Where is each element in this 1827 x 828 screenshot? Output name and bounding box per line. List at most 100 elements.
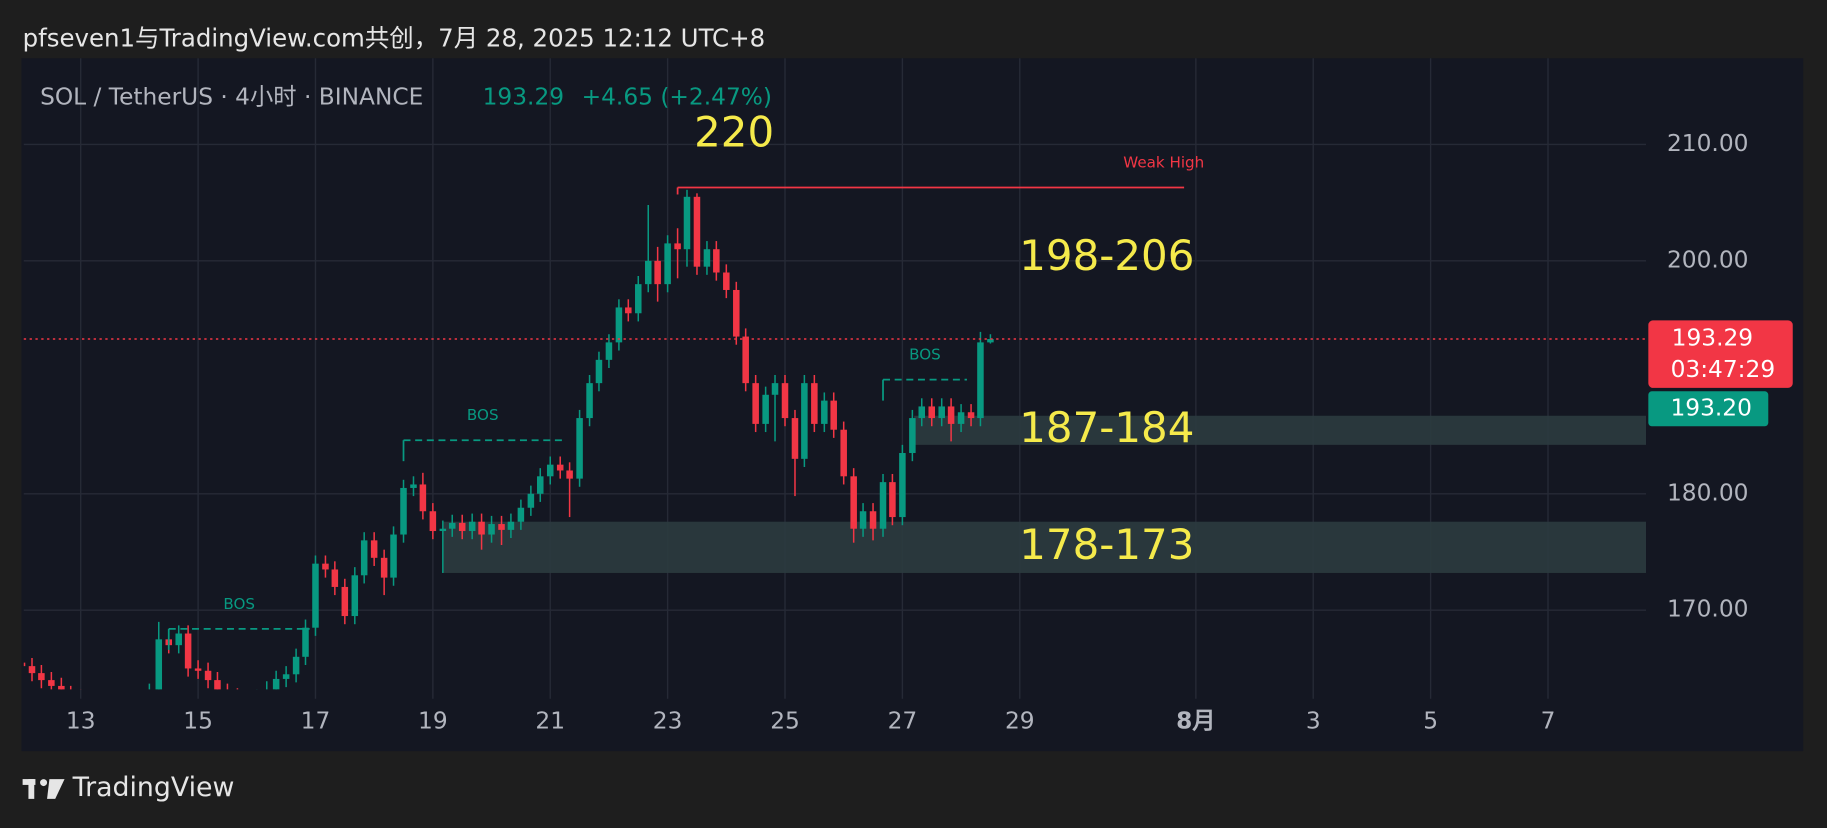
annotation: 198-206 (1019, 231, 1194, 280)
candle-body (448, 522, 456, 529)
x-tick-label: 8月 (1176, 708, 1215, 735)
x-tick-label: 21 (535, 708, 565, 735)
candle-body (155, 639, 163, 690)
x-tick-label: 17 (301, 708, 331, 735)
candle-body (214, 680, 221, 690)
candle-body (595, 359, 603, 384)
zone (442, 521, 1647, 573)
candle-body (48, 680, 55, 686)
header-title: pfseven1与TradingView.com共创，7月 28, 2025 1… (23, 24, 766, 53)
second-price-label: 193.20 (1670, 394, 1751, 421)
candle-body (850, 476, 857, 529)
y-tick-label: 210.00 (1667, 130, 1748, 157)
candle-body (791, 418, 799, 459)
candle-body (957, 412, 965, 424)
countdown: 03:47:29 (1671, 356, 1776, 383)
candle-body (664, 243, 671, 285)
candle-body (351, 575, 359, 617)
candle-body (204, 670, 212, 681)
zone (914, 415, 1647, 445)
x-tick-label: 23 (653, 708, 683, 735)
candle-body (693, 196, 701, 267)
x-tick-label: 19 (418, 708, 448, 735)
candle-body (869, 511, 877, 529)
x-tick-label: 3 (1306, 708, 1321, 735)
candle-body (889, 482, 896, 518)
candle-body (23, 662, 26, 667)
candle-body (380, 557, 388, 578)
candle-body (723, 272, 730, 290)
candle-body (458, 522, 466, 532)
candle-body (859, 511, 867, 529)
x-tick-label: 13 (66, 708, 96, 735)
x-tick-label: 25 (770, 708, 800, 735)
candle-body (821, 400, 828, 424)
bos-label: BOS (909, 346, 941, 364)
candle-body (752, 383, 759, 424)
y-tick-label: 200.00 (1667, 246, 1748, 273)
candle-body (586, 383, 593, 419)
candle-body (918, 406, 926, 419)
candle-body (302, 627, 309, 657)
candle-body (899, 453, 906, 518)
second-price-box (1648, 391, 1769, 427)
candle-body (781, 383, 789, 419)
candle-body (977, 342, 984, 419)
x-tick-label: 7 (1541, 708, 1556, 735)
candle-body (840, 429, 847, 477)
candle-body (674, 243, 681, 250)
candle-body (507, 521, 515, 530)
candle-body (370, 540, 378, 558)
zone-label: 187-184 (1019, 403, 1194, 452)
symbol: SOL / TetherUS · 4小时 · BINANCE (40, 83, 423, 110)
price-label: 193.29 (1672, 325, 1753, 352)
candle-body (419, 484, 427, 512)
candle-body (644, 260, 652, 285)
candle-body (879, 482, 887, 529)
candle-body (498, 524, 505, 530)
candle-body (762, 394, 769, 424)
candle-body (605, 342, 613, 360)
candle-body (410, 484, 417, 488)
candle-body (987, 339, 994, 343)
x-tick-label: 5 (1423, 708, 1438, 735)
candle-body (546, 464, 554, 477)
logo (22, 779, 65, 799)
candle-body (683, 196, 691, 250)
candle-body (615, 307, 623, 343)
x-tick-label: 15 (183, 708, 213, 735)
candle-body (703, 249, 711, 267)
candle-body (175, 633, 182, 646)
candle-body (312, 563, 319, 628)
y-tick-label: 170.00 (1667, 596, 1748, 623)
candle-body (439, 528, 447, 532)
zone-label: 178-173 (1019, 520, 1194, 569)
candle-body (938, 406, 945, 419)
x-tick-label: 29 (1005, 708, 1035, 735)
bos-label: BOS (467, 406, 499, 424)
candle-body (184, 633, 192, 669)
x-tick-label: 27 (888, 708, 918, 735)
brand: TradingView (72, 772, 235, 803)
candle-body (566, 470, 573, 479)
weak-high-label: Weak High (1123, 154, 1204, 172)
candle-body (360, 540, 368, 576)
candle-body (272, 678, 280, 690)
candle-body (400, 487, 407, 535)
candle-body (58, 685, 65, 690)
candle-body (322, 563, 329, 570)
chart-panel (21, 58, 1804, 752)
candle-body (801, 383, 808, 459)
candle-body (811, 383, 818, 424)
candle-body (771, 383, 779, 395)
candle-body (635, 284, 642, 314)
candle-body (537, 476, 544, 494)
candle-body (429, 511, 437, 532)
candle-body (28, 666, 36, 674)
legend-change: +4.65 (+2.47%) (582, 83, 772, 110)
candle-body (556, 464, 564, 471)
candle-body (194, 668, 202, 671)
price-label-box (1648, 320, 1793, 388)
legend-price: 193.29 (483, 83, 564, 110)
